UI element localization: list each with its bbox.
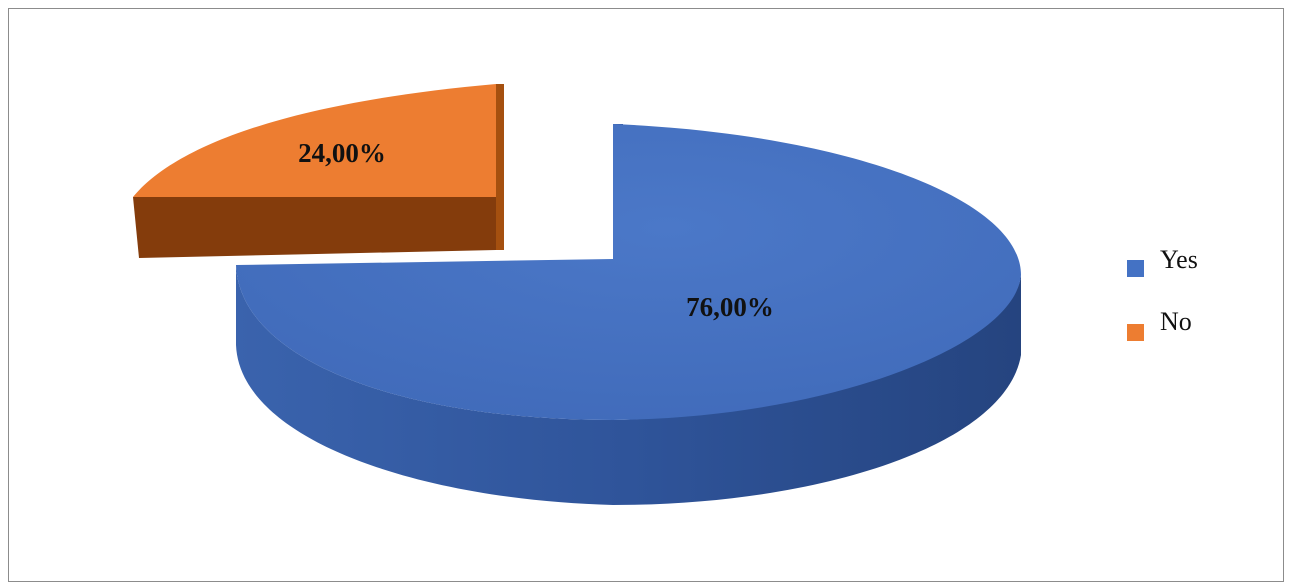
data-label-yes: 76,00% xyxy=(686,292,774,322)
data-label-no: 24,00% xyxy=(298,138,386,168)
slice-yes xyxy=(236,124,1021,505)
legend-label-yes: Yes xyxy=(1160,245,1198,274)
slice-yes-top xyxy=(236,124,1021,420)
slice-no-cut-wall xyxy=(496,84,504,250)
slice-no xyxy=(133,84,504,258)
slice-yes-side-wall xyxy=(236,265,1021,505)
slice-no-top xyxy=(133,84,496,197)
legend-swatch-yes xyxy=(1127,260,1144,277)
slice-no-front-wall xyxy=(133,197,496,258)
legend-label-no: No xyxy=(1160,307,1192,336)
legend-swatch-no xyxy=(1127,324,1144,341)
